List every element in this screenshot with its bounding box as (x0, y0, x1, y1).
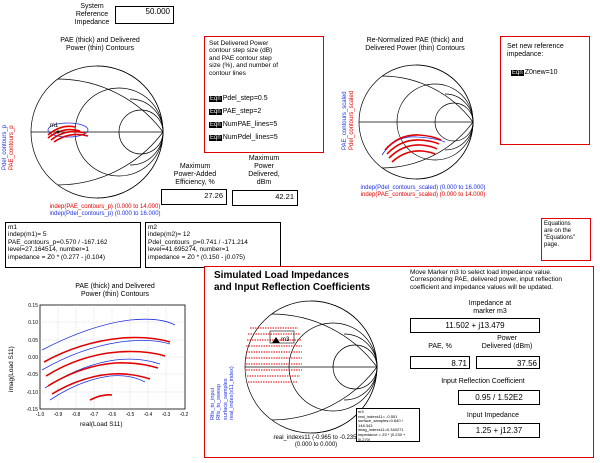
eqn-num-pdel-lines[interactable]: Eqn NumPdel_lines=5 (209, 134, 278, 141)
svg-text:-0.7: -0.7 (90, 412, 99, 418)
m2-readout: m2 indep(m2)= 12 Pdel_contours_p=0.741 /… (145, 222, 281, 268)
pae-value: 8.71 (410, 356, 470, 369)
svg-text:-0.15: -0.15 (27, 407, 39, 413)
smith-chart-1[interactable]: m1 (28, 62, 166, 202)
svg-text:-0.5: -0.5 (126, 412, 135, 418)
eqn-pae-step[interactable]: Eqn PAE_step=2 (209, 108, 262, 115)
m3-readout: m3 real_indexs11= -0.551 surface_samples… (356, 408, 420, 442)
sim-title: Simulated Load Impedances and Input Refl… (214, 270, 371, 293)
max-pdel-value-box: 42.21 (232, 190, 298, 206)
sim-description: Move Marker m3 to select load impedance … (410, 269, 562, 291)
svg-text:m3: m3 (281, 337, 290, 343)
impedance-value: 11.502 + j13.479 (410, 318, 540, 333)
pdel-value: 37.56 (476, 356, 540, 369)
eqn-pdel-step[interactable]: Eqn Pdel_step=0.5 (209, 95, 268, 102)
cart-yticks: 0.15 0.10 0.05 0.00 -0.05 -0.10 -0.15 (27, 303, 39, 413)
smith2-side-labels: PAE_contours_scaled Pdel_contours_scaled (342, 90, 355, 150)
sim-side-labels: Rfix_to_input Rfix_to_sweep surface_samp… (210, 366, 235, 420)
cart-xlabel: real(Load S11) (80, 421, 123, 428)
svg-text:-0.05: -0.05 (27, 372, 39, 378)
svg-text:-0.2: -0.2 (180, 412, 189, 418)
cart-plot[interactable]: -1.0 -0.9 -0.8 -0.7 -0.6 -0.5 -0.4 -0.3 … (10, 300, 200, 430)
smith2-legend: indep(Pdel_contours_scaled) (0.000 to 16… (360, 185, 486, 198)
cart-xticks: -1.0 -0.9 -0.8 -0.7 -0.6 -0.5 -0.4 -0.3 … (36, 412, 189, 418)
pdel-label: Power Delivered (dBm) (481, 335, 533, 351)
max-pae-value-box: 27.26 (161, 189, 227, 205)
smith-chart-3[interactable]: m3 (236, 298, 386, 436)
input-impedance-label: Input Impedance (466, 412, 520, 419)
sim-sample-grid (246, 327, 302, 383)
smith2-contours (381, 134, 446, 163)
cart-contours (41, 318, 176, 401)
svg-text:0.05: 0.05 (28, 338, 38, 344)
impedance-label: Impedance at marker m3 (468, 300, 512, 316)
svg-text:m1: m1 (50, 123, 59, 129)
contour-settings-box: Set Delivered Power contour step size (d… (204, 36, 324, 153)
max-pdel-value: 42.21 (275, 192, 294, 201)
smith1-contours (47, 122, 89, 143)
svg-text:0.10: 0.10 (28, 320, 38, 326)
svg-text:-0.6: -0.6 (108, 412, 117, 418)
marker-m3[interactable]: m3 (269, 330, 295, 344)
refl-label: Input Reflection Coefficient (441, 378, 525, 385)
svg-text:0.15: 0.15 (28, 303, 38, 309)
system-ref-value-box[interactable]: 50.000 (115, 6, 174, 24)
smith1-legend: indep(PAE_contours_p) (0.000 to 14.000) … (49, 204, 161, 217)
cart-title: PAE (thick) and Delivered Power (thin) C… (75, 283, 155, 299)
svg-text:-0.4: -0.4 (144, 412, 153, 418)
system-ref-label: System Reference Impedance (74, 3, 110, 27)
cart-ylabel: imag(Load S11) (8, 346, 15, 392)
smith1-title: PAE (thick) and Delivered Power (thin) C… (60, 37, 140, 53)
smith2-title: Re-Normalized PAE (thick) and Delivered … (365, 37, 465, 53)
pae-label: PAE, % (428, 343, 452, 350)
input-impedance-value: 1.25 + j12.37 (458, 423, 540, 438)
svg-text:0.00: 0.00 (28, 355, 38, 361)
marker-m1[interactable]: m1 (50, 123, 60, 134)
max-pdel-label: Maximum Power Delivered, dBm (248, 155, 280, 187)
m1-readout: m1 indep(m1)= 5 PAE_contours_p=0.570 / -… (5, 222, 141, 268)
max-pae-label: Maximum Power-Added Efficiency, % (173, 163, 217, 187)
system-ref-value: 50.000 (145, 7, 170, 16)
smith-chart-2[interactable] (347, 62, 485, 182)
eqn-z0new[interactable]: Eqn Z0new=10 (511, 69, 558, 76)
svg-text:-0.8: -0.8 (72, 412, 81, 418)
max-pae-value: 27.26 (204, 191, 223, 200)
svg-text:-0.9: -0.9 (54, 412, 63, 418)
new-ref-box: Set new reference impedance: Eqn Z0new=10 (500, 36, 590, 145)
refl-value: 0.95 / 1.52E2 (458, 390, 540, 405)
eqn-num-pae-lines[interactable]: Eqn NumPAE_lines=5 (209, 121, 278, 128)
smith1-side-labels: Pdel_contours_p PAE_contours_p (2, 124, 15, 170)
sim-legend: real_indexs11 (-0.965 to -0.235) (0.000 … (273, 435, 359, 448)
svg-text:-0.3: -0.3 (162, 412, 171, 418)
svg-text:-0.10: -0.10 (27, 390, 39, 396)
equations-note: Equations are on the "Equations" page. (541, 218, 591, 261)
svg-text:-1.0: -1.0 (36, 412, 45, 418)
